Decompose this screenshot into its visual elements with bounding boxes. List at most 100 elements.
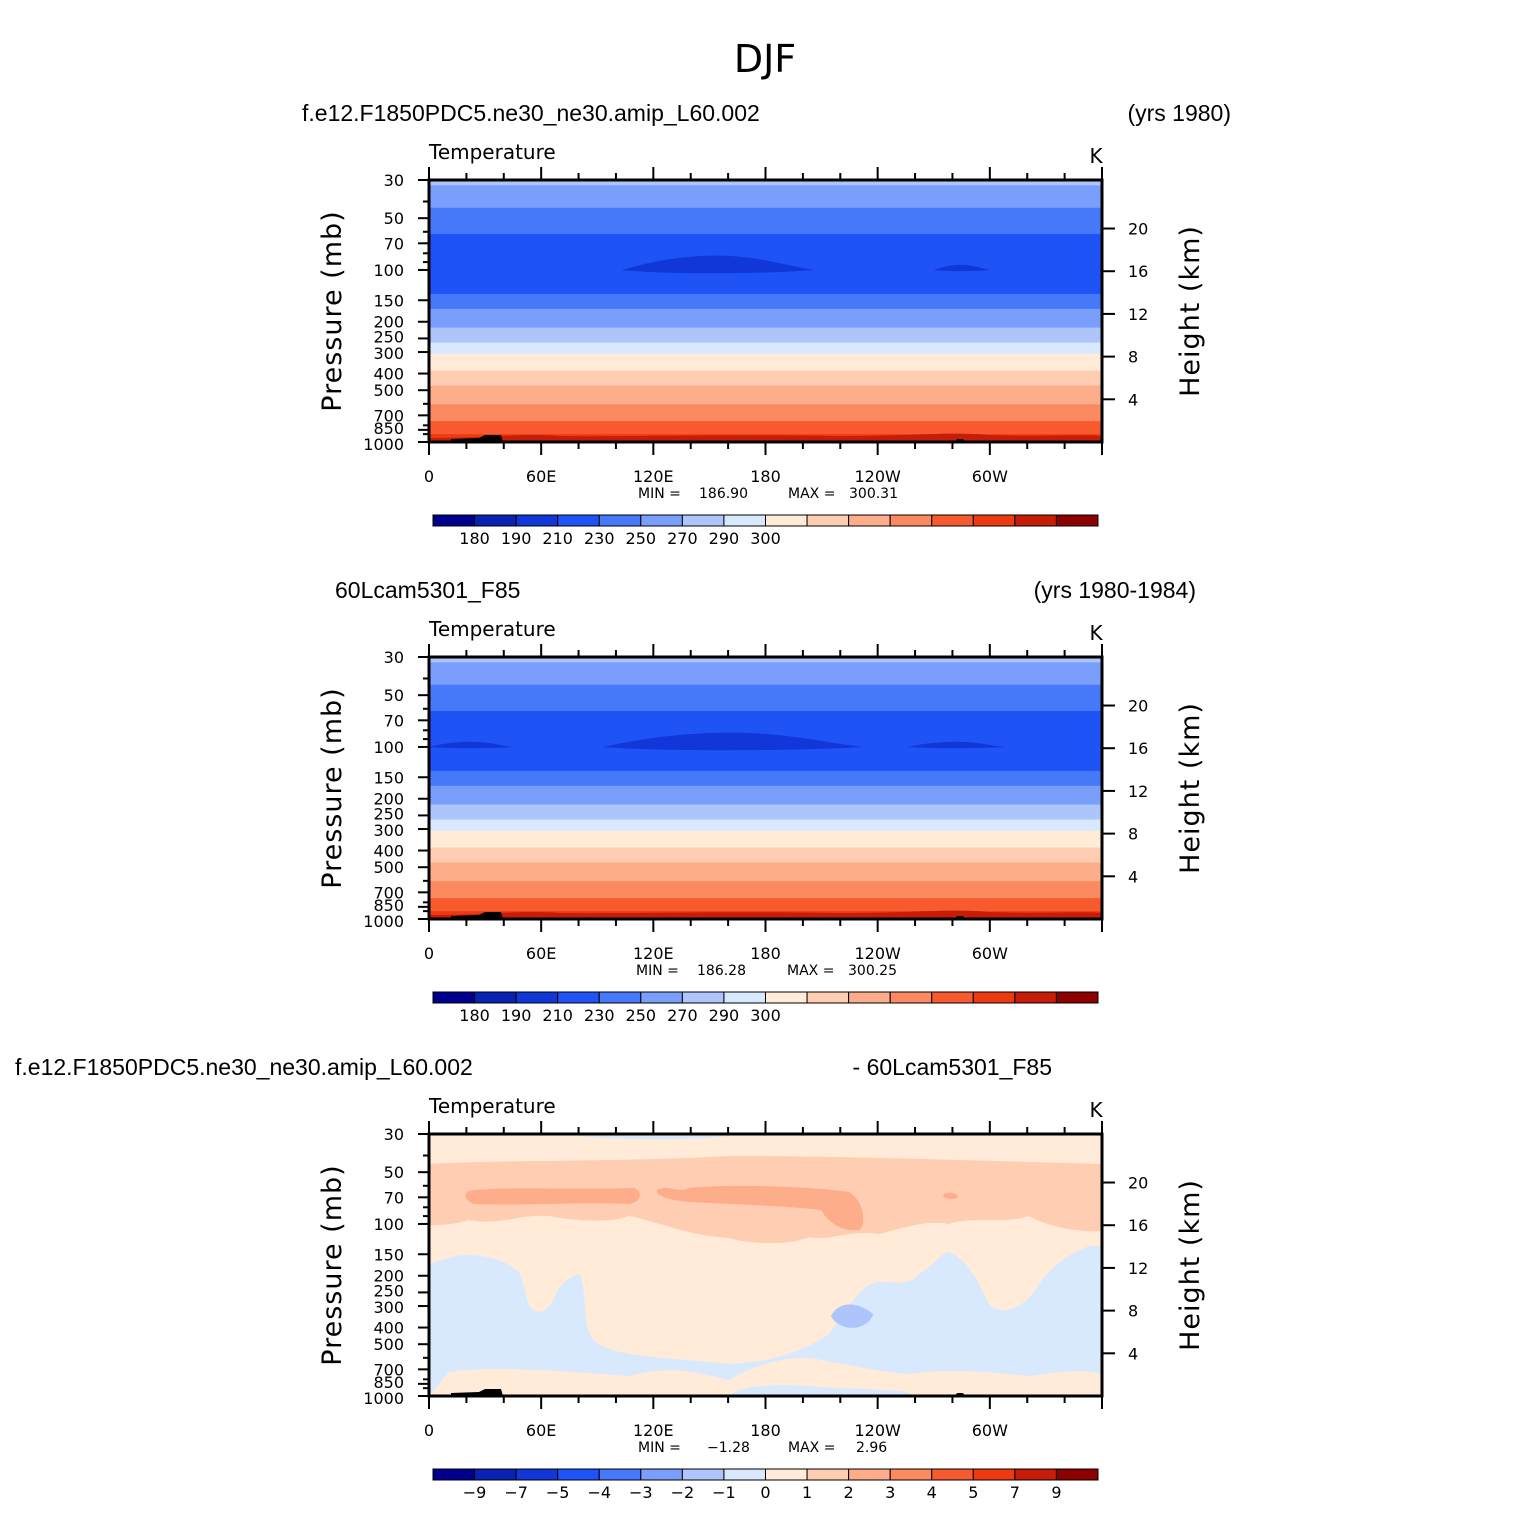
contour-band	[429, 318, 1102, 321]
cold-core-contour	[907, 741, 1005, 749]
contour-band	[429, 320, 1102, 323]
contour-band	[429, 198, 1102, 201]
pressure-tick-label: 850	[373, 419, 404, 438]
contour-band	[429, 372, 1102, 375]
contour-band	[429, 901, 1102, 905]
contour-band	[429, 256, 1102, 259]
contour-band	[429, 297, 1102, 301]
units-label: K	[1089, 1098, 1103, 1122]
pressure-tick-label: 200	[373, 313, 404, 332]
pressure-tick-label: 50	[384, 686, 404, 705]
contour-band	[729, 1385, 909, 1396]
contour-band	[429, 378, 1102, 381]
x-tick-label: 120E	[633, 944, 674, 963]
contour-band	[429, 720, 1102, 723]
colorbar-box	[474, 991, 517, 1004]
contour-band	[429, 275, 1102, 278]
contour-band	[429, 724, 1102, 727]
contour-band	[429, 812, 1102, 815]
contour-band	[429, 336, 1102, 340]
pressure-tick-label: 30	[384, 171, 404, 190]
pressure-tick-label: 50	[384, 1163, 404, 1182]
contour-band	[429, 877, 1102, 880]
x-tick-label: 60E	[526, 467, 556, 486]
colorbar-label: 2	[844, 1483, 854, 1502]
colorbar-box	[1014, 991, 1057, 1004]
contour-band	[429, 406, 1102, 409]
contour-band	[429, 228, 1102, 231]
surface-warm-contour	[429, 910, 1102, 919]
x-tick-label: 120W	[854, 944, 901, 963]
pressure-tick-label: 30	[384, 648, 404, 667]
contour-band	[429, 845, 1102, 849]
contour-band	[429, 432, 1102, 435]
contour-band	[429, 797, 1102, 800]
max-value: 300.31	[849, 486, 898, 502]
contour-band	[429, 903, 1102, 907]
contour-band	[429, 697, 1102, 701]
contour-band	[429, 815, 1102, 819]
colorbar-box	[640, 991, 683, 1004]
contour-band	[429, 725, 1102, 729]
contour-band	[429, 731, 1102, 735]
contour-band	[429, 280, 1102, 284]
contour-band	[429, 722, 1102, 725]
contour-band	[465, 1188, 641, 1205]
contour-band	[429, 782, 1102, 785]
panel-middle: 60Lcam5301_F85 (yrs 1980-1984) Temperatu…	[317, 577, 1206, 1025]
height-tick-label: 8	[1128, 1302, 1138, 1321]
max-label: MAX =	[787, 963, 834, 979]
contour-band	[429, 340, 1102, 344]
variable-label: Temperature	[428, 140, 556, 164]
contour-band	[429, 288, 1102, 291]
contour-band	[429, 667, 1102, 671]
contour-band	[429, 335, 1102, 338]
contour-band	[429, 295, 1102, 299]
contour-band	[429, 855, 1102, 858]
x-tick-label: 60W	[972, 1421, 1008, 1440]
pressure-tick-label: 400	[373, 1319, 404, 1338]
case-years-right: (yrs 1980)	[1127, 100, 1231, 126]
contour-band	[429, 870, 1102, 873]
x-tick-label: 0	[424, 467, 434, 486]
contour-band	[429, 355, 1102, 359]
x-tick-label: 120W	[854, 467, 901, 486]
colorbar-box	[640, 1468, 683, 1481]
contour-band	[429, 363, 1102, 366]
colorbar-box	[515, 991, 559, 1004]
contour-band	[429, 376, 1102, 379]
colorbar-box	[765, 1468, 808, 1481]
contour-band	[429, 394, 1102, 398]
colorbar-label: −2	[671, 1483, 695, 1502]
contour-band	[429, 890, 1102, 894]
contour-band	[429, 325, 1102, 329]
contour-band	[429, 810, 1102, 813]
colorbar-label: 290	[709, 1006, 740, 1025]
colorbar-box	[681, 514, 725, 527]
contour-band	[429, 836, 1102, 839]
contour-band	[429, 327, 1102, 331]
contour-band	[429, 368, 1102, 372]
contour-band	[429, 819, 1102, 822]
colorbar-label: 210	[542, 1006, 573, 1025]
pressure-tick-label: 850	[373, 896, 404, 915]
contour-band	[429, 219, 1102, 222]
colorbar-box	[765, 514, 808, 527]
colorbar-label: 1	[802, 1483, 812, 1502]
contour-band	[429, 305, 1102, 308]
colorbar-label: −3	[629, 1483, 653, 1502]
contour-band	[429, 892, 1102, 895]
contour-band	[429, 361, 1102, 364]
contour-band	[429, 278, 1102, 282]
contour-band	[429, 688, 1102, 691]
max-label: MAX =	[788, 1440, 835, 1456]
colorbar-box	[931, 991, 974, 1004]
contour-band	[429, 709, 1102, 712]
y-axis-label-pressure: Pressure (mb)	[317, 210, 348, 411]
min-label: MIN =	[638, 1440, 681, 1456]
contour-band	[429, 761, 1102, 764]
contour-band	[429, 379, 1102, 383]
pressure-tick-label: 100	[373, 1215, 404, 1234]
contour-band	[429, 881, 1102, 884]
